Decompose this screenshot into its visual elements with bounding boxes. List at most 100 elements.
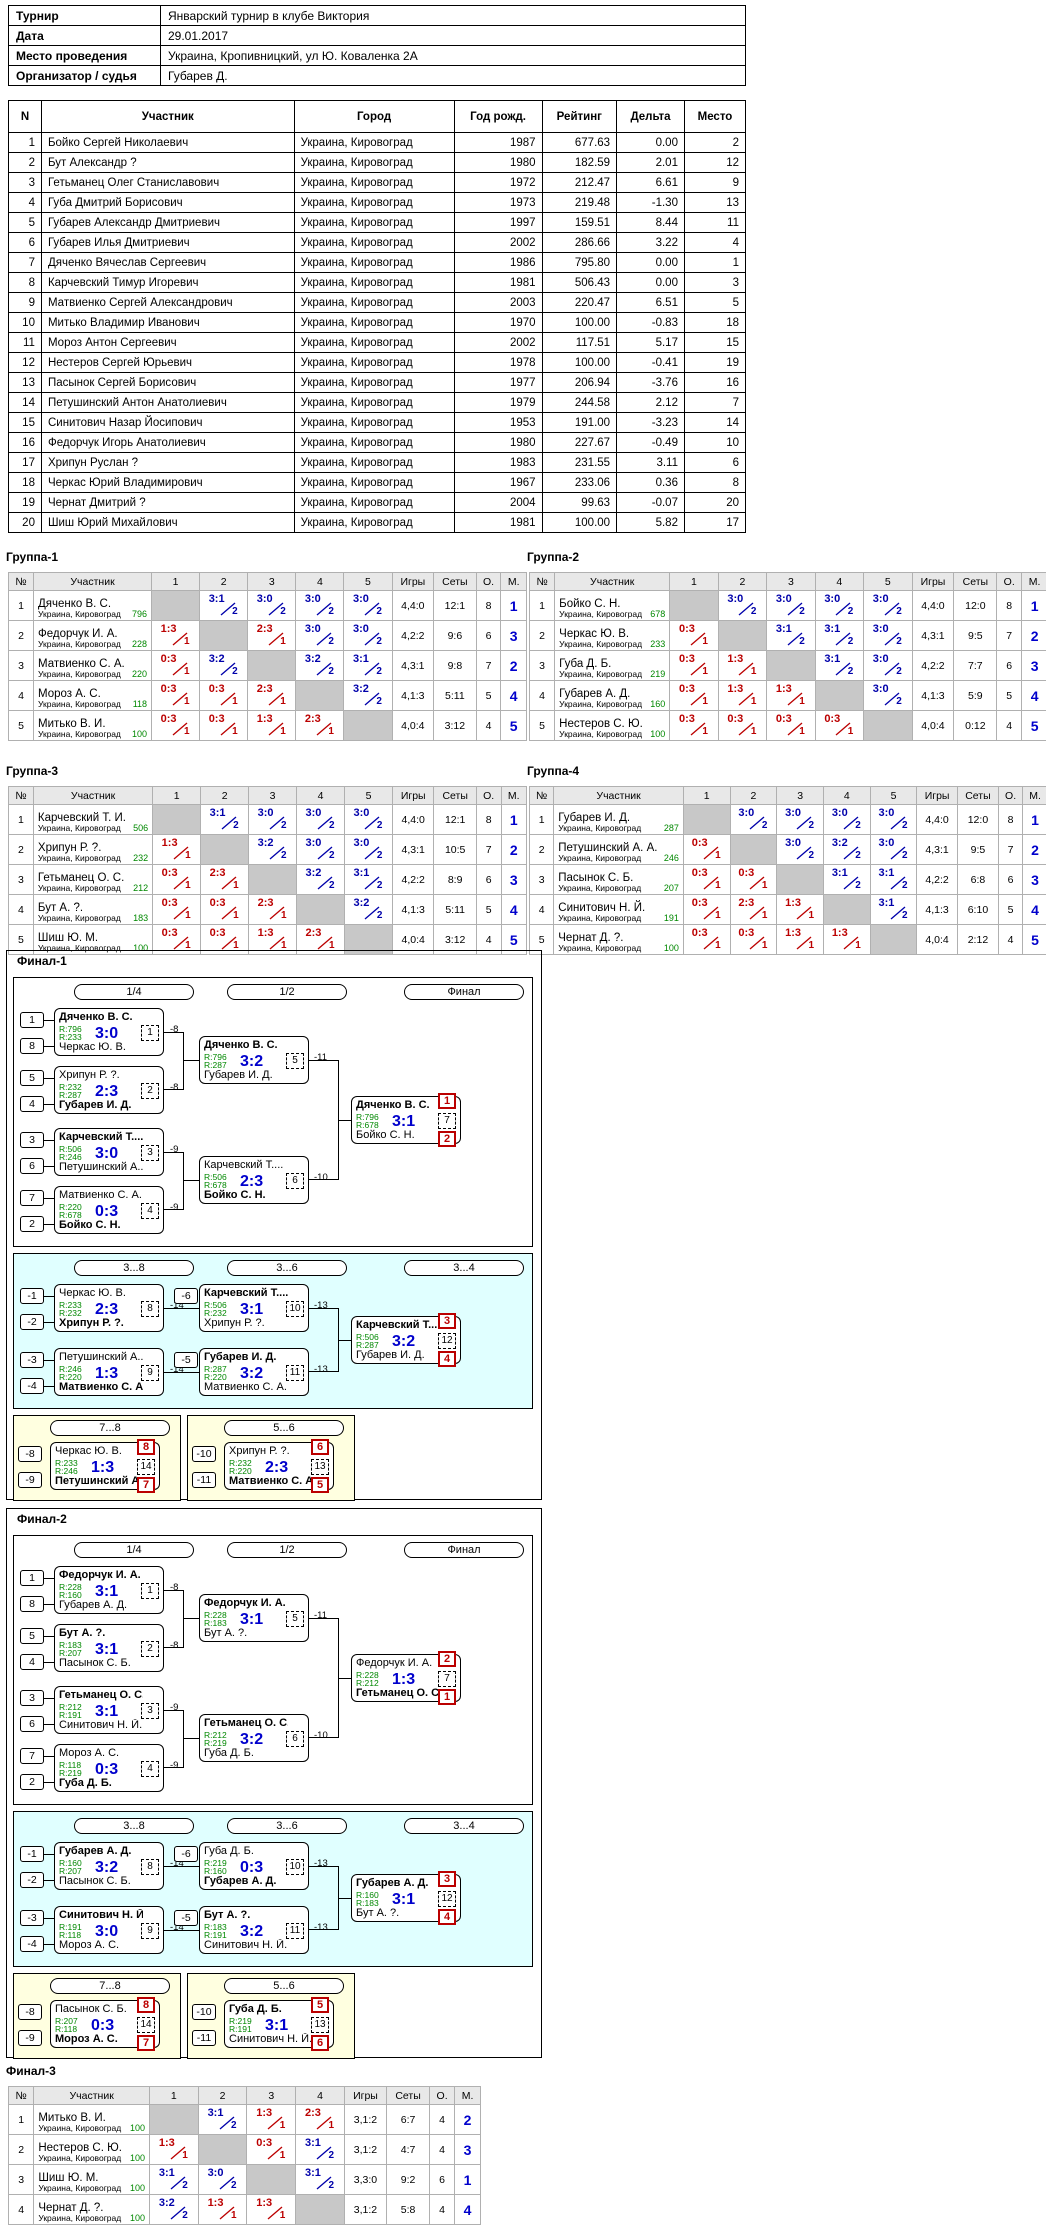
games-cell: 4,3:1: [911, 620, 955, 651]
participant-city: Украина, Кировоград: [37, 823, 121, 833]
match-number: 9: [141, 1923, 159, 1939]
table-row: 11 Мороз Антон Сергеевич Украина, Кировогр…: [8, 332, 747, 353]
points: 1: [761, 880, 768, 891]
seed-box: 3: [20, 1132, 44, 1148]
result-slash: [703, 876, 719, 890]
table-cell: Дяченко Вячеслав Сергеевич: [40, 252, 295, 273]
column-header: Сеты: [433, 572, 477, 591]
result-cell: 3:1 2: [200, 804, 250, 835]
table-cell: 1967: [453, 472, 543, 493]
result-cell: 0:3 1: [682, 834, 731, 865]
points: 1: [855, 940, 861, 951]
table-cell: 12: [8, 352, 42, 373]
column-header: О.: [429, 2086, 456, 2105]
games-cell: 4,0:4: [916, 924, 958, 955]
row-number: 2: [8, 620, 34, 651]
info-key: Место проведения: [8, 45, 161, 66]
player-a: Карчевский Т....: [59, 1131, 143, 1143]
score: 0:3: [208, 683, 225, 695]
match-number: 1: [141, 1583, 159, 1599]
table-row: 2 Нестеров С. Ю. Украина, Кировоград 100 1:3…: [7, 2134, 481, 2165]
column-header: 3: [776, 786, 824, 805]
place-badge: 3: [438, 1313, 456, 1329]
table-cell: 2: [683, 132, 747, 153]
table-row: 10 Митько Владимир Иванович Украина, Киров…: [8, 312, 747, 333]
participant-cell: Гетьманец О. С. Украина, Кировоград 212: [32, 864, 154, 895]
win-result: 3:0 2: [353, 805, 383, 831]
rating-a: R:287: [204, 1364, 227, 1374]
result-cell: 3:0 2: [343, 590, 393, 621]
table-cell: 2.12: [616, 392, 685, 413]
result-slash: [843, 876, 859, 890]
match-box: Федорчук И. А. R:228 R:212 1:3 7 Гетьманец О.…: [351, 1651, 461, 1705]
table-cell: Украина, Кировоград: [293, 452, 455, 473]
participant-name: Черкас Ю. В.: [559, 627, 630, 640]
column-header: М.: [1021, 572, 1046, 591]
match-score: 2:3: [240, 1173, 264, 1190]
column-header: М.: [1022, 786, 1046, 805]
table-row: 4 Мороз А. С. Украина, Кировоград 118 0:3 1 0:…: [8, 680, 527, 711]
table-cell: 1986: [453, 252, 543, 273]
points: 2: [182, 2180, 188, 2191]
points: 1: [702, 696, 708, 707]
score: 0:3: [678, 623, 695, 635]
result-cell: 3:0 2: [776, 804, 824, 835]
table-cell: Украина, Кировоград: [293, 492, 455, 513]
info-row: Дата 29.01.2017: [8, 25, 746, 46]
player-a: Федорчук И. А.: [356, 1657, 433, 1669]
table-cell: 2.01: [616, 152, 685, 173]
result-slash: [316, 632, 332, 646]
score: 3:0: [304, 623, 321, 635]
participant-name: Губа Д. Б.: [559, 657, 612, 670]
loss-result: 1:3 1: [785, 925, 815, 951]
seed-box: -10: [192, 1446, 216, 1462]
table-cell: Украина, Кировоград: [293, 412, 455, 433]
points: 2: [376, 696, 382, 707]
match-number: 12: [438, 1891, 456, 1907]
win-result: 3:0 2: [785, 805, 815, 831]
column-header: 2: [200, 786, 250, 805]
points: 1: [281, 940, 287, 951]
player-a: Дяченко В. С.: [204, 1039, 278, 1051]
rating-b: R:191: [59, 1710, 82, 1720]
result-slash: [269, 936, 285, 950]
score: 2:3: [256, 683, 273, 695]
table-cell: 159.51: [541, 212, 618, 233]
player-a: Губарев А. Д.: [356, 1877, 429, 1889]
table-cell: Украина, Кировоград: [293, 232, 455, 253]
player-b: Матвиенко С. А.: [229, 1475, 313, 1487]
column-header: 1: [152, 786, 202, 805]
points: 2: [855, 850, 861, 861]
score: 0:3: [209, 927, 226, 939]
table-cell: 19: [683, 352, 747, 373]
table-cell: 20: [8, 512, 42, 533]
participant-cell: Черкас Ю. В. Украина, Кировоград 233: [554, 620, 671, 651]
participant-name: Гетьманец О. С.: [37, 871, 125, 884]
match-number: 13: [311, 1459, 329, 1475]
column-header: Участник: [33, 2086, 150, 2105]
loser-target: -10: [314, 1730, 328, 1741]
result-cell: 3:0 2: [295, 620, 345, 651]
loss-result: 1:3 1: [159, 2135, 189, 2161]
loser-target: -13: [314, 1922, 328, 1933]
games-cell: 4,0:4: [391, 710, 435, 741]
participant-name: Губарев А. Д.: [559, 687, 631, 700]
win-result: 3:2 2: [832, 835, 862, 861]
result-cell: [343, 710, 393, 741]
result-cell: 3:2 2: [295, 650, 345, 681]
table-cell: Бойко Сергей Николаевич: [40, 132, 295, 153]
table-cell: 14: [683, 412, 747, 433]
win-result: 3:1 2: [879, 865, 909, 891]
player-a: Губа Д. Б.: [229, 2003, 282, 2015]
participant-city: Украина, Кировоград: [559, 639, 643, 649]
score: 3:0: [352, 593, 369, 605]
bracket-line: [164, 1372, 199, 1373]
bracket-line: [44, 1944, 54, 1945]
points: 1: [847, 726, 854, 737]
header-row: № Участник 1 2 3 4 5 Игры Сеты О. М.: [528, 572, 1046, 591]
result-cell: 3:1 2: [295, 2164, 345, 2195]
player-b: Петушинский А....: [59, 1161, 143, 1173]
result-slash: [316, 602, 332, 616]
column-header: Сеты: [956, 786, 1000, 805]
rating-b: R:207: [59, 1648, 82, 1658]
